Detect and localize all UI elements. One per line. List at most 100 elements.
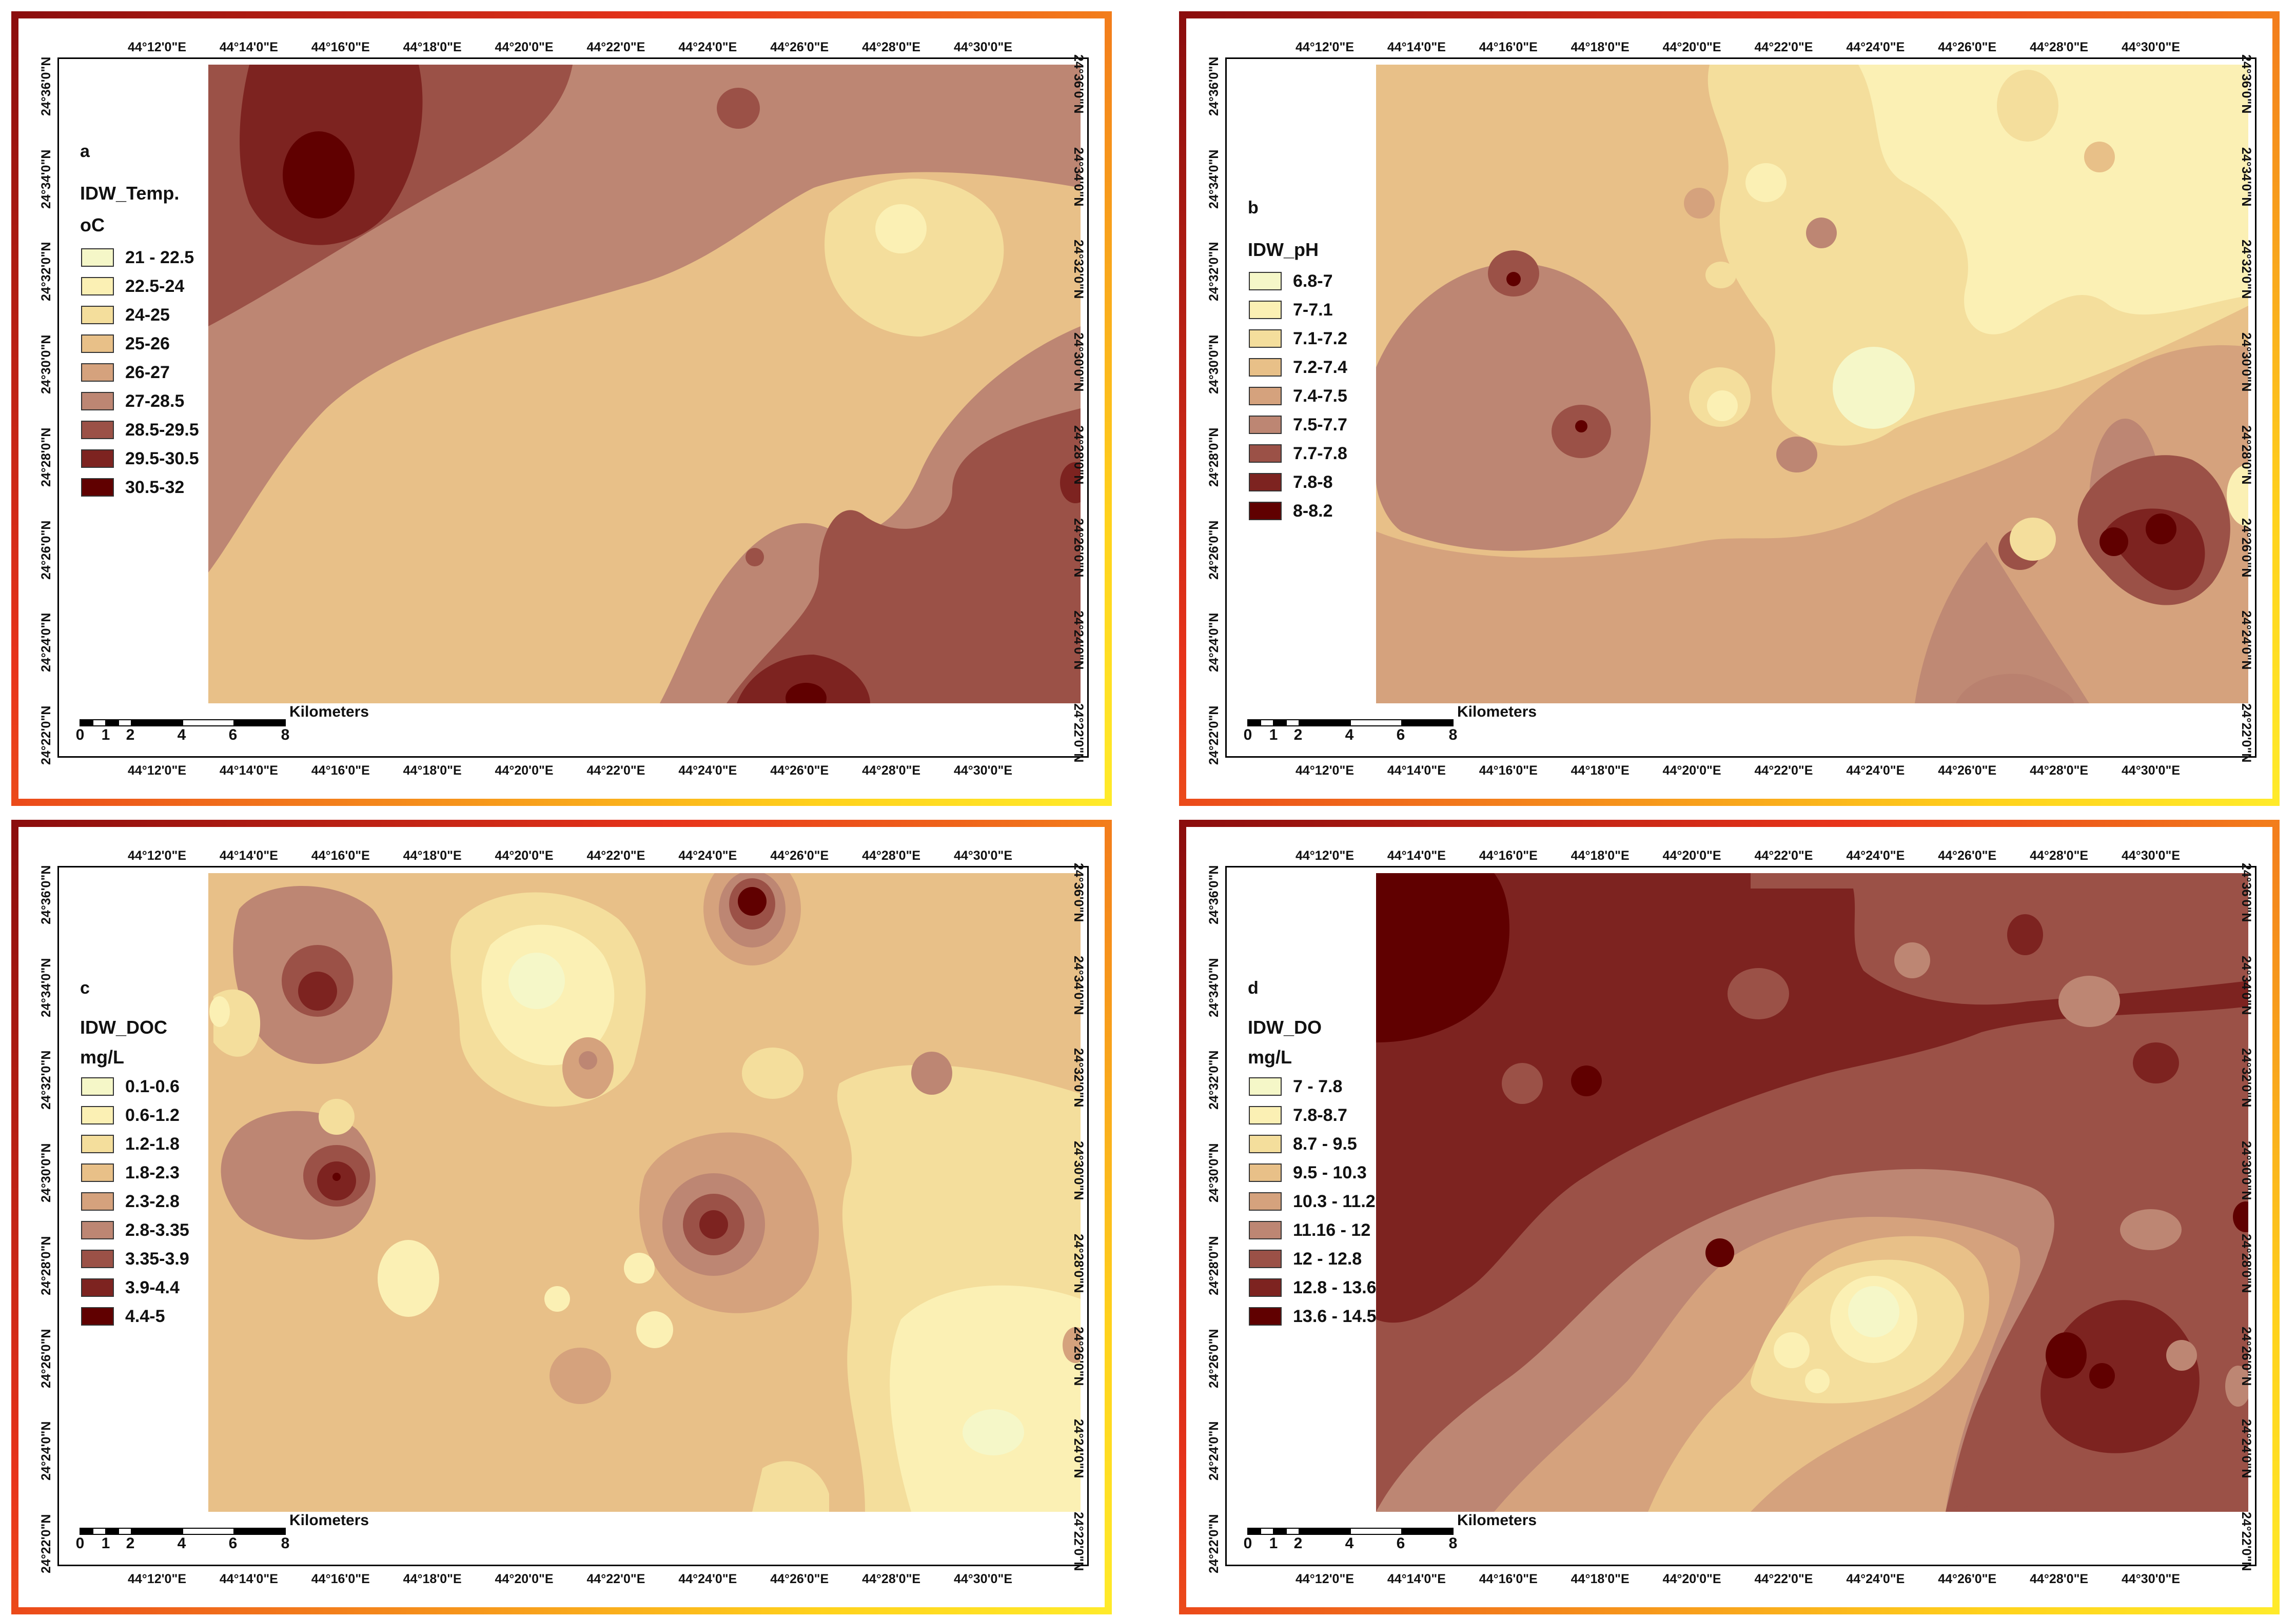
map-panel-b: b IDW_pH 6.8-7 7-7.1 7.1-7.2 7.2-7.4 7.4-7.5… — [1179, 11, 2280, 806]
legend-title: IDW_pH — [1248, 239, 1319, 260]
legend-item: 22.5-24 — [81, 272, 199, 301]
latitude-tick-label: 24°32'0"N — [2239, 240, 2253, 299]
longitude-tick-label: 44°30'0"E — [954, 1572, 1012, 1586]
latitude-tick-label: 24°28'0"N — [2239, 425, 2253, 485]
latitude-tick-label: 24°24'0"N — [1071, 610, 1086, 670]
longitude-tick-label: 44°12'0"E — [1296, 40, 1354, 54]
legend-label: 27-28.5 — [125, 391, 185, 411]
longitude-tick-label: 44°26'0"E — [1938, 763, 1997, 778]
legend-label: 7.2-7.4 — [1293, 357, 1347, 377]
scale-bar — [80, 1528, 286, 1535]
legend-swatch — [1249, 329, 1282, 348]
longitude-tick-label: 44°24'0"E — [1846, 849, 1905, 863]
longitude-tick-label: 44°20'0"E — [1662, 40, 1721, 54]
longitude-tick-label: 44°12'0"E — [128, 40, 186, 54]
legend-item: 8.7 - 9.5 — [1249, 1130, 1377, 1158]
legend-item: 8-8.2 — [1249, 497, 1347, 525]
longitude-tick-label: 44°30'0"E — [954, 849, 1012, 863]
legend-unit: mg/L — [80, 1047, 124, 1068]
legend-label: 6.8-7 — [1293, 271, 1333, 291]
scale-segment — [92, 719, 106, 726]
legend: 0.1-0.6 0.6-1.2 1.2-1.8 1.8-2.3 2.3-2.8 2.8-3… — [81, 1072, 189, 1331]
latitude-tick-label: 24°28'0"N — [1071, 425, 1086, 485]
legend-swatch — [1249, 1307, 1282, 1326]
scale-unit-label: Kilometers — [1457, 703, 1537, 720]
longitude-tick-label: 44°22'0"E — [1754, 1572, 1813, 1586]
legend-item: 7.2-7.4 — [1249, 353, 1347, 382]
legend-unit: mg/L — [1248, 1047, 1292, 1068]
latitude-tick-label: 24°34'0"N — [1071, 147, 1086, 207]
legend-label: 7-7.1 — [1293, 300, 1333, 320]
legend-swatch — [1249, 1250, 1282, 1268]
latitude-tick-label: 24°32'0"N — [1071, 240, 1086, 299]
legend-swatch — [1249, 1163, 1282, 1182]
scale-segment — [1273, 719, 1287, 726]
legend-label: 24-25 — [125, 305, 170, 325]
legend-swatch — [81, 1278, 114, 1297]
scale-segment — [118, 1528, 132, 1535]
latitude-tick-label: 24°30'0"N — [1071, 332, 1086, 392]
latitude-tick-label: 24°28'0"N — [1207, 1236, 1221, 1295]
latitude-tick-label: 24°24'0"N — [1071, 1419, 1086, 1478]
scale-tick-label: 6 — [228, 726, 238, 743]
legend-label: 26-27 — [125, 362, 170, 382]
scale-tick-label: 1 — [1269, 726, 1278, 743]
latitude-tick-label: 24°30'0"N — [2239, 332, 2253, 392]
scale-tick-label: 1 — [101, 1535, 110, 1552]
map-panel-d: d IDW_DO mg/L 7 - 7.8 7.8-8.7 8.7 - 9.5 9.5… — [1179, 820, 2280, 1614]
legend-swatch — [81, 478, 114, 497]
legend: 7 - 7.8 7.8-8.7 8.7 - 9.5 9.5 - 10.3 10.3 - … — [1249, 1072, 1377, 1331]
legend-label: 1.8-2.3 — [125, 1162, 180, 1182]
scale-tick-label: 4 — [177, 1535, 186, 1552]
scale-segment — [1247, 719, 1261, 726]
longitude-tick-label: 44°18'0"E — [403, 40, 462, 54]
longitude-tick-label: 44°26'0"E — [770, 40, 829, 54]
scale-segment — [80, 719, 93, 726]
longitude-tick-label: 44°28'0"E — [2030, 1572, 2089, 1586]
scale-tick-label: 1 — [1269, 1535, 1278, 1552]
longitude-tick-label: 44°12'0"E — [128, 763, 186, 778]
scale-tick-label: 6 — [228, 1535, 238, 1552]
legend-swatch — [1249, 416, 1282, 434]
longitude-tick-label: 44°26'0"E — [1938, 40, 1997, 54]
panel-letter: b — [1248, 198, 1259, 218]
legend-item: 9.5 - 10.3 — [1249, 1158, 1377, 1187]
legend-item: 25-26 — [81, 329, 199, 358]
latitude-tick-label: 24°34'0"N — [39, 149, 53, 209]
legend-label: 3.9-4.4 — [125, 1277, 180, 1297]
idw-raster-ph — [1376, 65, 2248, 703]
legend-label: 12.8 - 13.6 — [1293, 1277, 1377, 1297]
legend-item: 4.4-5 — [81, 1302, 189, 1331]
legend-label: 21 - 22.5 — [125, 247, 194, 267]
legend-swatch — [81, 1221, 114, 1239]
longitude-tick-label: 44°16'0"E — [1479, 1572, 1538, 1586]
longitude-tick-label: 44°16'0"E — [311, 40, 370, 54]
latitude-tick-label: 24°22'0"N — [2239, 703, 2253, 763]
scale-segment — [182, 719, 234, 726]
legend-item: 6.8-7 — [1249, 267, 1347, 295]
legend-label: 0.6-1.2 — [125, 1105, 180, 1125]
legend-swatch — [81, 306, 114, 324]
legend-swatch — [1249, 1135, 1282, 1153]
scale-segment — [1350, 719, 1402, 726]
legend-item: 12 - 12.8 — [1249, 1245, 1377, 1273]
longitude-tick-label: 44°12'0"E — [128, 849, 186, 863]
legend-item: 3.9-4.4 — [81, 1273, 189, 1302]
latitude-tick-label: 24°22'0"N — [39, 1514, 53, 1573]
latitude-tick-label: 24°28'0"N — [1071, 1233, 1086, 1293]
latitude-tick-label: 24°24'0"N — [2239, 1419, 2253, 1478]
latitude-tick-label: 24°30'0"N — [39, 334, 53, 394]
legend-swatch — [1249, 1192, 1282, 1211]
latitude-tick-label: 24°32'0"N — [39, 1051, 53, 1110]
longitude-tick-label: 44°24'0"E — [1846, 40, 1905, 54]
longitude-tick-label: 44°20'0"E — [495, 40, 554, 54]
idw-raster-temperature — [208, 65, 1081, 703]
legend-item: 7.7-7.8 — [1249, 439, 1347, 468]
legend-swatch — [81, 334, 114, 353]
latitude-tick-label: 24°36'0"N — [1207, 865, 1221, 924]
longitude-tick-label: 44°24'0"E — [678, 40, 737, 54]
legend-item: 30.5-32 — [81, 473, 199, 502]
longitude-tick-label: 44°30'0"E — [2122, 763, 2180, 778]
panel-letter: d — [1248, 978, 1259, 998]
idw-raster-do — [1376, 873, 2248, 1512]
